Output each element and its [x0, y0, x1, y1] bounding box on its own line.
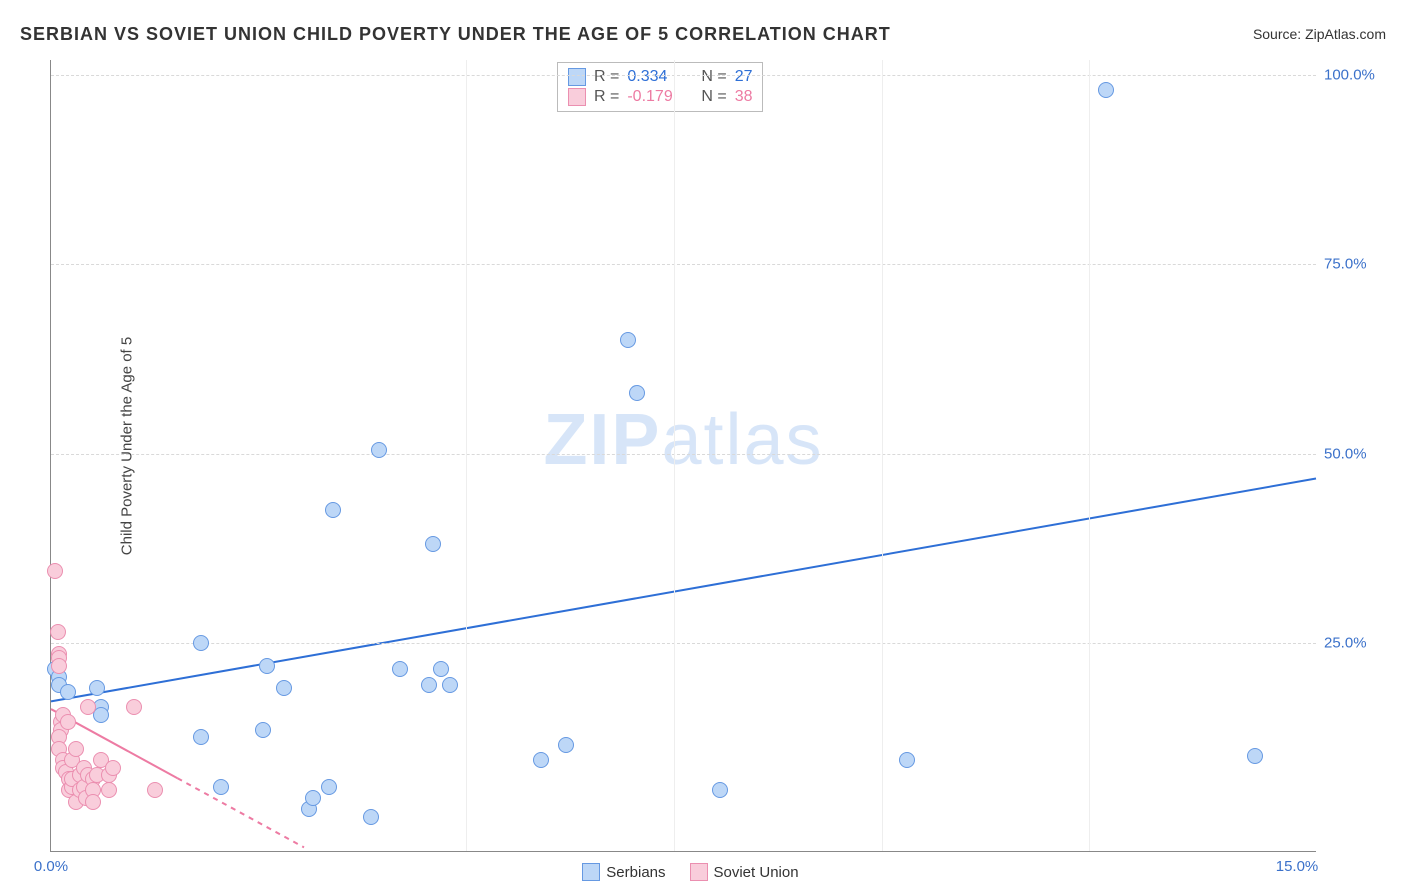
r-value: 0.334	[627, 68, 687, 86]
data-point	[193, 635, 209, 651]
r-value: -0.179	[627, 88, 687, 106]
legend-label: Serbians	[606, 864, 665, 881]
x-tick-label: 15.0%	[1276, 858, 1319, 875]
n-value: 38	[735, 88, 753, 106]
correlation-legend: R = 0.334 N = 27 R = -0.179 N = 38	[557, 62, 763, 112]
data-point	[712, 782, 728, 798]
legend-row: R = 0.334 N = 27	[568, 67, 752, 87]
legend-item: Soviet Union	[690, 863, 799, 881]
data-point	[1098, 82, 1114, 98]
data-point	[392, 661, 408, 677]
watermark-bold: ZIP	[543, 400, 661, 480]
data-point	[305, 790, 321, 806]
data-point	[371, 442, 387, 458]
data-point	[60, 684, 76, 700]
gridline	[51, 643, 1316, 644]
plot-area: ZIPatlas R = 0.334 N = 27 R = -0.179 N =…	[50, 60, 1316, 852]
y-tick-label: 25.0%	[1324, 634, 1394, 651]
data-point	[255, 722, 271, 738]
n-label: N =	[701, 88, 726, 106]
data-point	[899, 752, 915, 768]
legend-item: Serbians	[582, 863, 665, 881]
watermark-rest: atlas	[661, 400, 823, 480]
data-point	[147, 782, 163, 798]
data-point	[213, 779, 229, 795]
gridline	[51, 75, 1316, 76]
data-point	[89, 680, 105, 696]
data-point	[193, 729, 209, 745]
source-attribution: Source: ZipAtlas.com	[1253, 26, 1386, 42]
data-point	[68, 741, 84, 757]
swatch-icon	[582, 863, 600, 881]
gridline	[51, 454, 1316, 455]
data-point	[433, 661, 449, 677]
data-point	[321, 779, 337, 795]
y-tick-label: 50.0%	[1324, 445, 1394, 462]
data-point	[51, 658, 67, 674]
data-point	[101, 782, 117, 798]
data-point	[47, 563, 63, 579]
series-legend: Serbians Soviet Union	[582, 863, 798, 881]
data-point	[80, 699, 96, 715]
chart-container: SERBIAN VS SOVIET UNION CHILD POVERTY UN…	[0, 0, 1406, 892]
swatch-icon	[568, 68, 586, 86]
n-label: N =	[701, 68, 726, 86]
data-point	[629, 385, 645, 401]
data-point	[425, 536, 441, 552]
data-point	[533, 752, 549, 768]
data-point	[259, 658, 275, 674]
trend-lines	[51, 60, 1316, 851]
swatch-icon	[690, 863, 708, 881]
legend-row: R = -0.179 N = 38	[568, 87, 752, 107]
data-point	[558, 737, 574, 753]
data-point	[363, 809, 379, 825]
gridline	[51, 264, 1316, 265]
x-gridline	[882, 60, 883, 851]
data-point	[85, 794, 101, 810]
watermark-text: ZIPatlas	[543, 399, 823, 481]
x-gridline	[466, 60, 467, 851]
legend-label: Soviet Union	[714, 864, 799, 881]
data-point	[1247, 748, 1263, 764]
data-point	[60, 714, 76, 730]
data-point	[325, 502, 341, 518]
x-tick-label: 0.0%	[34, 858, 68, 875]
y-tick-label: 75.0%	[1324, 256, 1394, 273]
data-point	[442, 677, 458, 693]
y-tick-label: 100.0%	[1324, 67, 1394, 84]
n-value: 27	[735, 68, 753, 86]
data-point	[276, 680, 292, 696]
r-label: R =	[594, 68, 619, 86]
data-point	[126, 699, 142, 715]
data-point	[620, 332, 636, 348]
chart-title: SERBIAN VS SOVIET UNION CHILD POVERTY UN…	[20, 24, 891, 45]
swatch-icon	[568, 88, 586, 106]
r-label: R =	[594, 88, 619, 106]
x-gridline	[674, 60, 675, 851]
data-point	[421, 677, 437, 693]
data-point	[50, 624, 66, 640]
data-point	[105, 760, 121, 776]
x-gridline	[1089, 60, 1090, 851]
